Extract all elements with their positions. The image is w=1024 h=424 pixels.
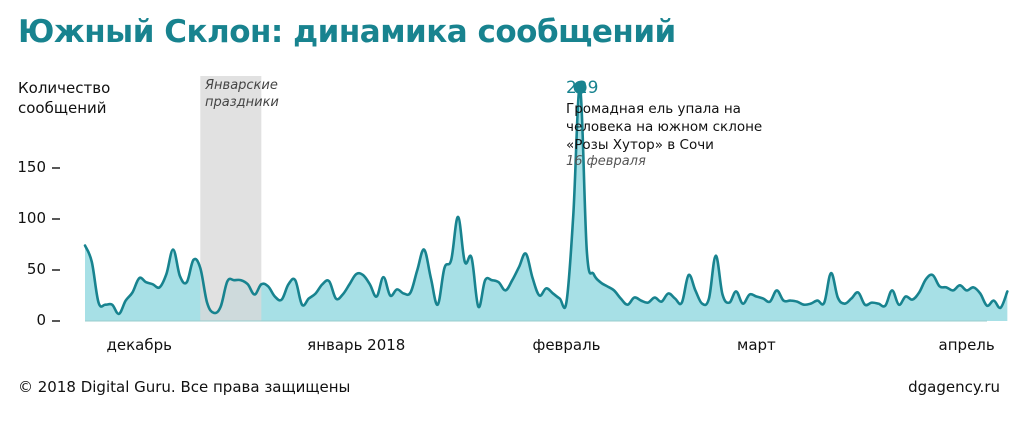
peak-marker [573,80,587,94]
site-link[interactable]: dgagency.ru [908,378,1000,396]
peak-value-label: 229 [566,78,599,98]
copyright-text: © 2018 Digital Guru. Все права защищены [18,378,351,396]
peak-date-label: 16 февраля [566,154,646,169]
page-title: Южный Склон: динамика сообщений [18,14,676,50]
x-tick-label: апрель [938,336,995,354]
shaded-period-label: Январские праздники [205,78,279,110]
x-tick-label: март [737,336,776,354]
y-axis-label: Количество сообщений [18,79,111,117]
series-line [83,86,1009,316]
x-tick-label: декабрь [106,336,172,354]
x-tick-label: февраль [532,336,601,354]
shaded-period-band [200,76,262,321]
y-tick-label: 150 [17,158,46,176]
y-tick-label: 0 [36,311,46,329]
area-fill [85,87,1008,321]
x-tick-label: январь 2018 [307,336,406,354]
peak-annotation: Громадная ель упала на человека на южном… [566,101,763,153]
y-tick-label: 100 [17,209,46,227]
y-tick-label: 50 [26,260,46,278]
